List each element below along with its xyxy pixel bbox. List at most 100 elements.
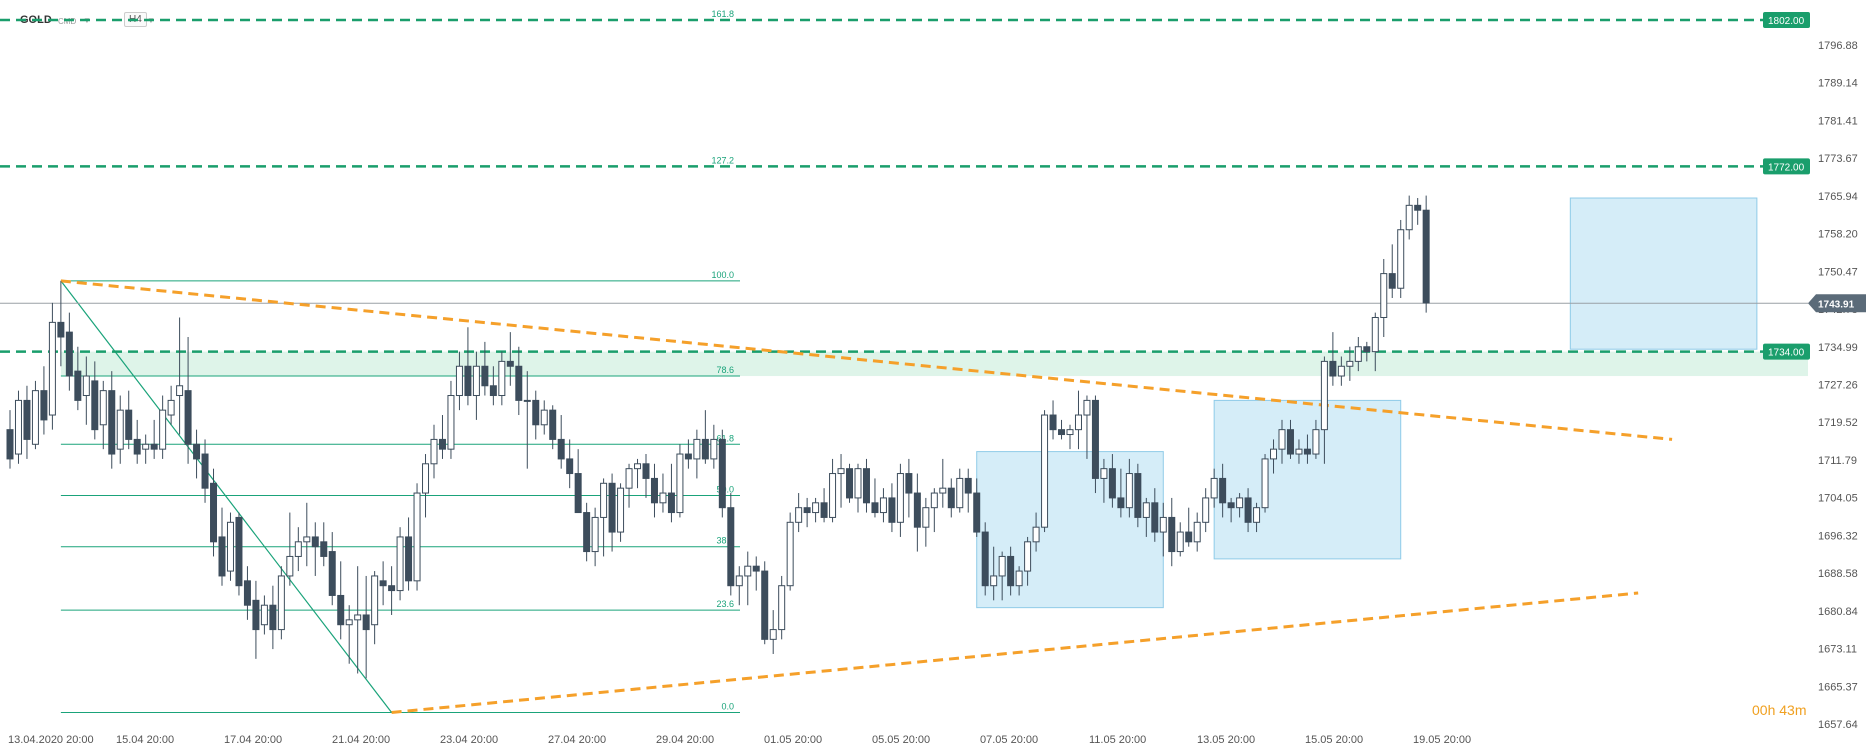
candle-body	[243, 580, 251, 606]
candle	[846, 463, 854, 503]
candle	[735, 566, 743, 606]
candle	[6, 410, 14, 469]
candle-body	[447, 395, 455, 450]
candle-body	[591, 516, 599, 553]
candle-body	[1363, 346, 1371, 353]
candle-body	[1125, 473, 1133, 509]
price-tick: 1781.41	[1818, 115, 1858, 127]
candle-body	[91, 380, 99, 431]
candle-body	[752, 565, 760, 572]
level-tag-1734.00: 1734.00	[1763, 343, 1810, 360]
candle-body	[1066, 429, 1074, 436]
candle-body	[583, 512, 591, 553]
price-tick: 1750.47	[1818, 266, 1858, 278]
candle-body	[642, 463, 650, 479]
candle	[608, 473, 616, 552]
candle	[566, 439, 574, 489]
candle	[540, 400, 548, 435]
candle-body	[990, 575, 998, 587]
candle	[345, 605, 353, 664]
candle-body	[837, 468, 845, 475]
candle	[1117, 468, 1125, 518]
candle-body	[31, 390, 39, 445]
candle	[1253, 502, 1261, 533]
candle-body	[218, 536, 226, 577]
candle-body	[905, 473, 913, 494]
candle	[133, 419, 141, 464]
candle-body	[1346, 360, 1354, 367]
candle	[1159, 502, 1167, 557]
highlight-box-2	[1569, 197, 1758, 350]
candle-body	[600, 482, 608, 518]
candle-body	[1024, 541, 1032, 572]
level-tag-1772.00-bg	[1763, 158, 1810, 175]
candle-body	[1236, 497, 1244, 509]
candle	[659, 473, 667, 513]
candle-body	[1117, 497, 1125, 509]
candle-body	[1329, 360, 1337, 377]
candle	[74, 346, 82, 411]
candle	[294, 527, 302, 572]
candle	[388, 566, 396, 615]
candle-body	[455, 365, 463, 397]
candle-body	[14, 399, 22, 455]
candle	[1303, 434, 1311, 464]
candle	[600, 478, 608, 557]
candle-body	[1354, 346, 1362, 362]
candle-body	[1286, 429, 1294, 455]
candle-body	[871, 502, 879, 514]
candle	[405, 517, 413, 591]
fib-label-23.6: 23.6	[716, 599, 734, 609]
countdown-minutes-unit: m	[1794, 702, 1807, 718]
time-tick: 13.05 20:00	[1197, 734, 1255, 746]
price-tick: 1796.88	[1818, 40, 1858, 52]
candle-body	[1380, 273, 1388, 318]
candle	[888, 483, 896, 533]
candle-body	[1261, 458, 1269, 509]
candle	[1329, 332, 1337, 386]
candle-body	[108, 390, 116, 455]
candle	[328, 532, 336, 606]
candle	[260, 595, 268, 635]
level-tag-1772.00-text: 1772.00	[1768, 162, 1805, 173]
price-tick: 1734.99	[1818, 342, 1858, 354]
level-tag-1734.00-bg	[1763, 343, 1810, 360]
candle-body	[1312, 429, 1320, 455]
candle-body	[1176, 531, 1184, 553]
candle	[964, 468, 972, 513]
candle	[303, 502, 311, 567]
candle-body	[701, 438, 709, 460]
candle	[634, 458, 642, 489]
candle-body	[820, 502, 828, 518]
candle-body	[1159, 516, 1167, 533]
candle	[591, 507, 599, 567]
candle-body	[311, 536, 319, 548]
candle	[998, 551, 1006, 601]
candle-body	[489, 385, 497, 397]
candle-body	[735, 575, 743, 587]
candle	[65, 312, 73, 391]
candle-body	[210, 482, 218, 543]
candle-body	[608, 482, 616, 533]
candle	[574, 449, 582, 514]
candle	[1244, 488, 1252, 533]
current-price-tag-text: 1743.91	[1818, 299, 1855, 310]
time-tick: 21.04 20:00	[332, 734, 390, 746]
time-tick: 01.05 20:00	[764, 734, 822, 746]
time-tick: 23.04 20:00	[440, 734, 498, 746]
candle	[922, 497, 930, 547]
candle-body	[252, 599, 260, 631]
candle-body	[150, 443, 158, 450]
candle-body	[345, 619, 353, 626]
candle	[1363, 341, 1371, 362]
candle	[1083, 395, 1091, 459]
candle-body	[727, 507, 735, 587]
candle	[862, 458, 870, 513]
trendline-1	[391, 591, 1639, 714]
candle-body	[142, 443, 150, 450]
candle-body	[481, 365, 489, 387]
candle	[532, 390, 540, 440]
candle	[990, 546, 998, 601]
time-tick: 15.05 20:00	[1305, 734, 1363, 746]
